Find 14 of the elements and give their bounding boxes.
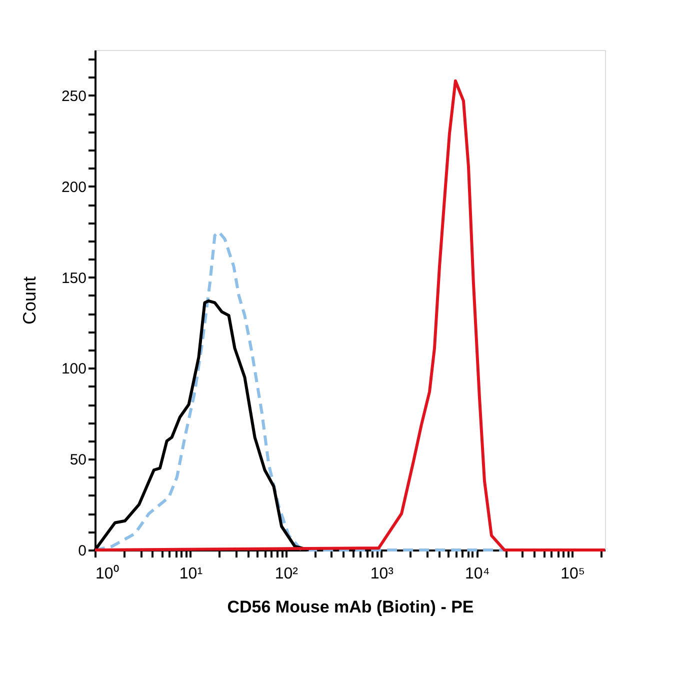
x-tick-label: 10²	[274, 566, 299, 582]
x-axis-title: CD56 Mouse mAb (Biotin) - PE	[227, 598, 474, 616]
y-tick-label: 200	[61, 178, 86, 196]
x-tick-label: 10³	[370, 566, 394, 582]
y-tick-label: 50	[70, 452, 86, 469]
x-tick-label: 10⁰	[96, 564, 120, 582]
y-axis-title: Count	[19, 276, 40, 325]
x-tick-label: 10⁵	[560, 566, 586, 582]
x-tick-label: 10¹	[179, 566, 203, 582]
y-tick-label: 0	[78, 542, 86, 560]
x-tick-label: 10⁴	[465, 566, 490, 582]
y-tick-label: 150	[61, 270, 86, 287]
y-tick-label: 250	[61, 88, 86, 105]
y-tick-label: 100	[61, 360, 86, 378]
